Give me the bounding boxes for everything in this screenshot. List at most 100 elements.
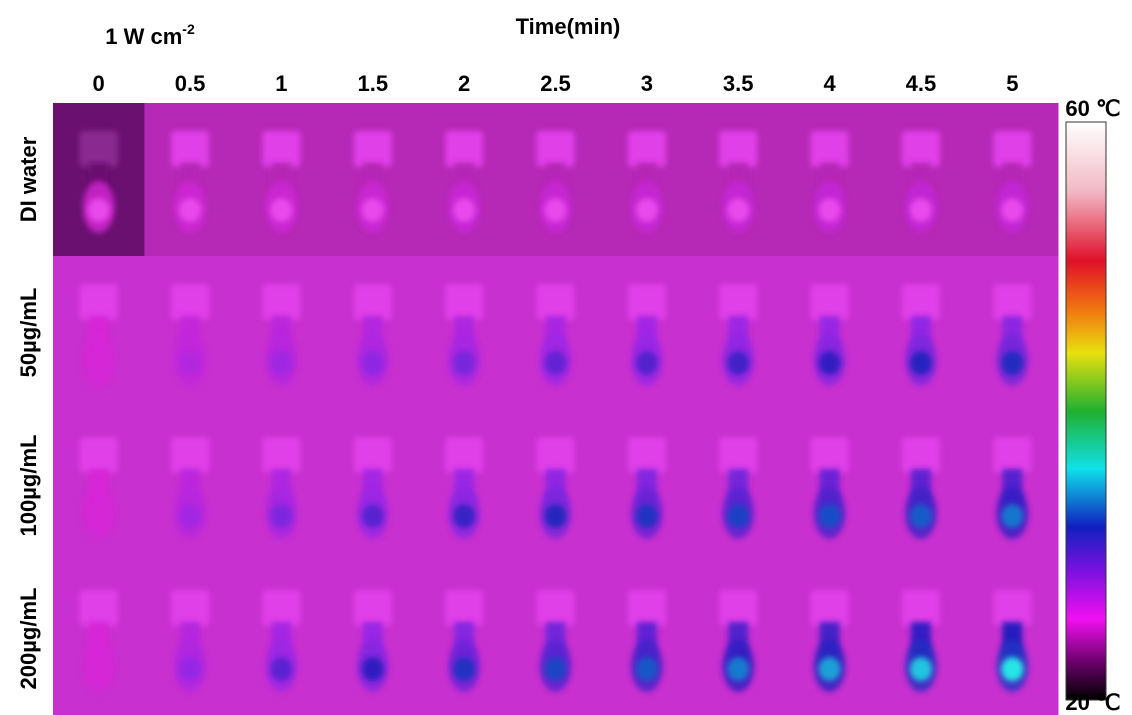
row-label: 200µg/mL bbox=[16, 588, 41, 690]
vial-hotspot bbox=[819, 351, 841, 375]
vial-hotspot bbox=[636, 351, 658, 375]
vial-cap bbox=[811, 590, 849, 626]
vial-hotspot bbox=[1001, 198, 1023, 222]
vial-hotspot bbox=[819, 657, 841, 681]
vial-hotspot bbox=[545, 504, 567, 528]
thermal-image bbox=[693, 103, 785, 257]
thermal-image bbox=[53, 103, 145, 257]
thermal-image bbox=[418, 562, 510, 715]
vial-cap bbox=[628, 131, 666, 167]
vial-hotspot bbox=[1001, 504, 1023, 528]
vial-cap bbox=[354, 437, 392, 473]
vial-cap bbox=[993, 131, 1031, 167]
vial-hotspot bbox=[636, 657, 658, 681]
vial-cap bbox=[811, 284, 849, 320]
thermal-image bbox=[510, 562, 602, 715]
vial-hotspot bbox=[453, 504, 475, 528]
vial-hotspot bbox=[88, 504, 110, 528]
thermal-image bbox=[53, 256, 145, 410]
vial-cap bbox=[171, 437, 209, 473]
vial-cap bbox=[719, 590, 757, 626]
colorbar-min-label: 20 ℃ bbox=[1065, 690, 1120, 715]
thermal-image bbox=[510, 409, 602, 563]
thermal-image bbox=[144, 256, 236, 410]
vial-hotspot bbox=[88, 351, 110, 375]
thermal-image bbox=[53, 409, 145, 563]
vial-cap bbox=[537, 131, 575, 167]
column-label: 4.5 bbox=[906, 71, 937, 96]
vial-cap bbox=[811, 437, 849, 473]
power-text: 1 W cm bbox=[105, 24, 182, 49]
thermal-image bbox=[601, 103, 693, 257]
vial-cap bbox=[993, 284, 1031, 320]
vial-cap bbox=[171, 590, 209, 626]
thermal-image bbox=[53, 562, 145, 715]
column-label: 0.5 bbox=[175, 71, 206, 96]
vial-hotspot bbox=[910, 657, 932, 681]
thermal-image bbox=[784, 256, 876, 410]
vial-hotspot bbox=[88, 198, 110, 222]
vial-cap bbox=[171, 131, 209, 167]
thermal-image bbox=[784, 409, 876, 563]
thermal-image bbox=[418, 256, 510, 410]
colorbar-max-label: 60 ℃ bbox=[1065, 96, 1120, 121]
thermal-image bbox=[236, 256, 328, 410]
vial-cap bbox=[902, 131, 940, 167]
vial-cap bbox=[993, 590, 1031, 626]
thermal-image bbox=[875, 562, 967, 715]
thermal-image bbox=[875, 256, 967, 410]
column-label: 1 bbox=[275, 71, 287, 96]
vial-hotspot bbox=[1001, 657, 1023, 681]
vial-cap bbox=[262, 590, 300, 626]
vial-hotspot bbox=[727, 351, 749, 375]
thermal-image bbox=[693, 256, 785, 410]
vial-cap bbox=[354, 131, 392, 167]
vial-hotspot bbox=[910, 198, 932, 222]
vial-cap bbox=[902, 590, 940, 626]
vial-hotspot bbox=[362, 198, 384, 222]
vial-cap bbox=[445, 131, 483, 167]
vial-cap bbox=[902, 437, 940, 473]
vial-cap bbox=[628, 437, 666, 473]
thermal-image bbox=[144, 103, 236, 257]
column-label: 0 bbox=[93, 71, 105, 96]
vial-hotspot bbox=[453, 657, 475, 681]
vial-cap bbox=[171, 284, 209, 320]
thermal-image bbox=[236, 103, 328, 257]
vial-cap bbox=[902, 284, 940, 320]
vial-cap bbox=[80, 590, 118, 626]
vial-hotspot bbox=[179, 351, 201, 375]
column-label: 3.5 bbox=[723, 71, 754, 96]
vial-cap bbox=[719, 131, 757, 167]
row-label: 100µg/mL bbox=[16, 435, 41, 537]
row-label: 50µg/mL bbox=[16, 288, 41, 378]
vial-cap bbox=[537, 284, 575, 320]
thermal-image bbox=[967, 409, 1059, 563]
vial-cap bbox=[628, 284, 666, 320]
vial-hotspot bbox=[636, 504, 658, 528]
vial-hotspot bbox=[179, 504, 201, 528]
thermal-image bbox=[784, 562, 876, 715]
vial-cap bbox=[445, 590, 483, 626]
column-label: 5 bbox=[1006, 71, 1018, 96]
vial-cap bbox=[262, 284, 300, 320]
vial-hotspot bbox=[636, 198, 658, 222]
vial-hotspot bbox=[362, 351, 384, 375]
thermal-image bbox=[144, 409, 236, 563]
thermal-image bbox=[236, 562, 328, 715]
vial-hotspot bbox=[453, 351, 475, 375]
power-superscript: -2 bbox=[182, 21, 195, 37]
vial-hotspot bbox=[270, 504, 292, 528]
vial-cap bbox=[262, 437, 300, 473]
vial-hotspot bbox=[545, 657, 567, 681]
thermal-image bbox=[418, 409, 510, 563]
vial-cap bbox=[537, 590, 575, 626]
vial-hotspot bbox=[179, 198, 201, 222]
column-label: 2.5 bbox=[540, 71, 571, 96]
vial-hotspot bbox=[1001, 351, 1023, 375]
vial-hotspot bbox=[727, 198, 749, 222]
vial-hotspot bbox=[910, 351, 932, 375]
vial-hotspot bbox=[179, 657, 201, 681]
vial-cap bbox=[354, 284, 392, 320]
thermal-image bbox=[601, 409, 693, 563]
